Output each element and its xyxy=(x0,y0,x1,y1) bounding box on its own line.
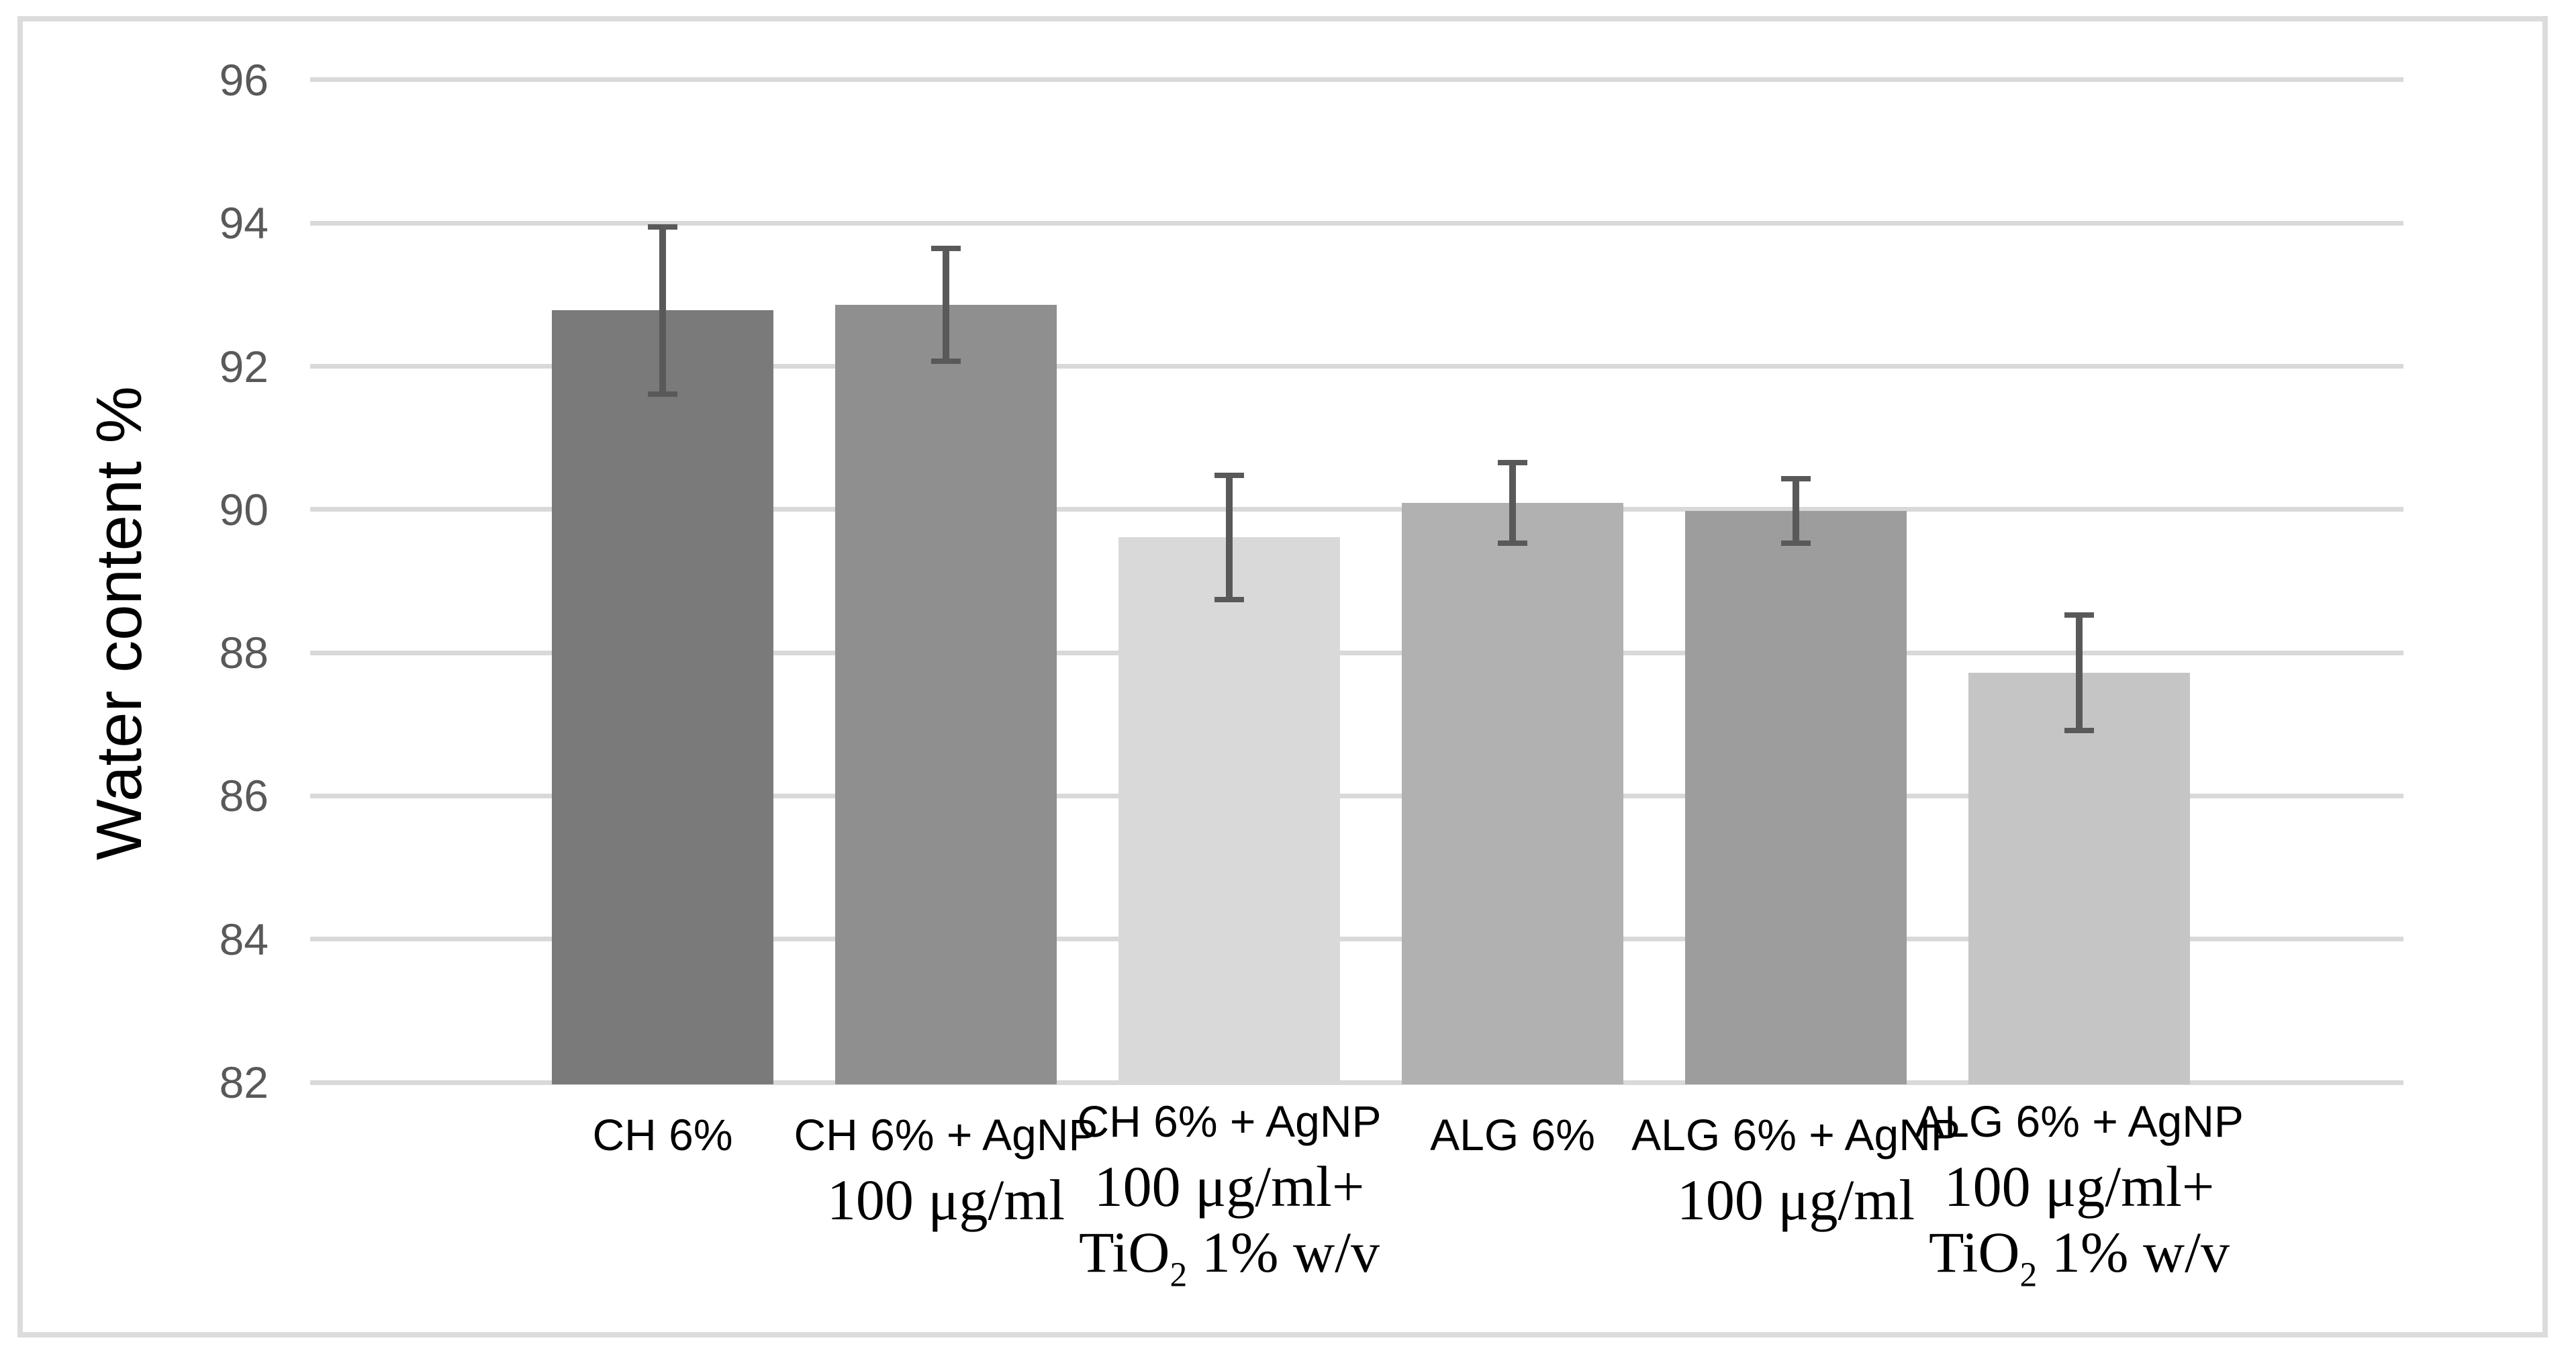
bar xyxy=(835,304,1057,1084)
error-bar-line xyxy=(1793,478,1799,543)
error-bar-cap xyxy=(1214,597,1244,603)
error-bar-cap xyxy=(931,245,961,251)
x-axis-label: CH 6% + AgNP 100 μg/ml xyxy=(794,1110,1098,1232)
x-axis-label: ALG 6% + AgNP 100 μg/ml xyxy=(1631,1110,1960,1232)
gridline xyxy=(310,507,2403,512)
error-bar-cap xyxy=(1214,472,1244,478)
error-bar-cap xyxy=(1781,540,1811,546)
gridline xyxy=(310,937,2403,942)
y-tick-label: 90 xyxy=(219,484,269,534)
error-bar-cap xyxy=(648,224,677,230)
error-bar-cap xyxy=(2064,728,2094,734)
bar xyxy=(1685,510,1907,1084)
y-tick-label: 86 xyxy=(219,771,269,821)
bar xyxy=(1402,503,1623,1084)
bar xyxy=(1968,672,2190,1084)
gridline xyxy=(310,220,2403,226)
y-tick-label: 84 xyxy=(219,914,269,964)
y-tick-label: 82 xyxy=(219,1057,269,1107)
gridline xyxy=(310,77,2403,83)
error-bar-cap xyxy=(648,391,677,397)
gridline xyxy=(310,1080,2403,1085)
x-axis-label: CH 6% xyxy=(592,1110,733,1160)
error-bar-line xyxy=(1226,475,1233,600)
error-bar-line xyxy=(943,248,949,362)
x-axis-label: CH 6% + AgNP 100 μg/ml+ TiO2 1% w/v xyxy=(1077,1096,1382,1295)
gridline xyxy=(310,364,2403,369)
gridline xyxy=(310,793,2403,798)
error-bar-line xyxy=(2076,614,2083,731)
bar xyxy=(552,310,773,1084)
y-tick-label: 88 xyxy=(219,628,269,678)
y-tick-label: 96 xyxy=(219,54,269,105)
y-tick-label: 94 xyxy=(219,198,269,248)
error-bar-cap xyxy=(931,359,961,365)
bar xyxy=(1118,537,1340,1084)
y-tick-label: 92 xyxy=(219,341,269,391)
error-bar-cap xyxy=(1498,460,1527,466)
gridline xyxy=(310,650,2403,655)
chart-border xyxy=(17,16,2548,1337)
error-bar-line xyxy=(659,226,666,395)
error-bar-line xyxy=(1509,463,1516,543)
x-axis-label: ALG 6% + AgNP 100 μg/ml+ TiO2 1% w/v xyxy=(1915,1096,2244,1295)
error-bar-cap xyxy=(1498,540,1527,546)
error-bar-cap xyxy=(2064,612,2094,618)
error-bar-cap xyxy=(1781,475,1811,481)
x-axis-label: ALG 6% xyxy=(1430,1110,1595,1160)
